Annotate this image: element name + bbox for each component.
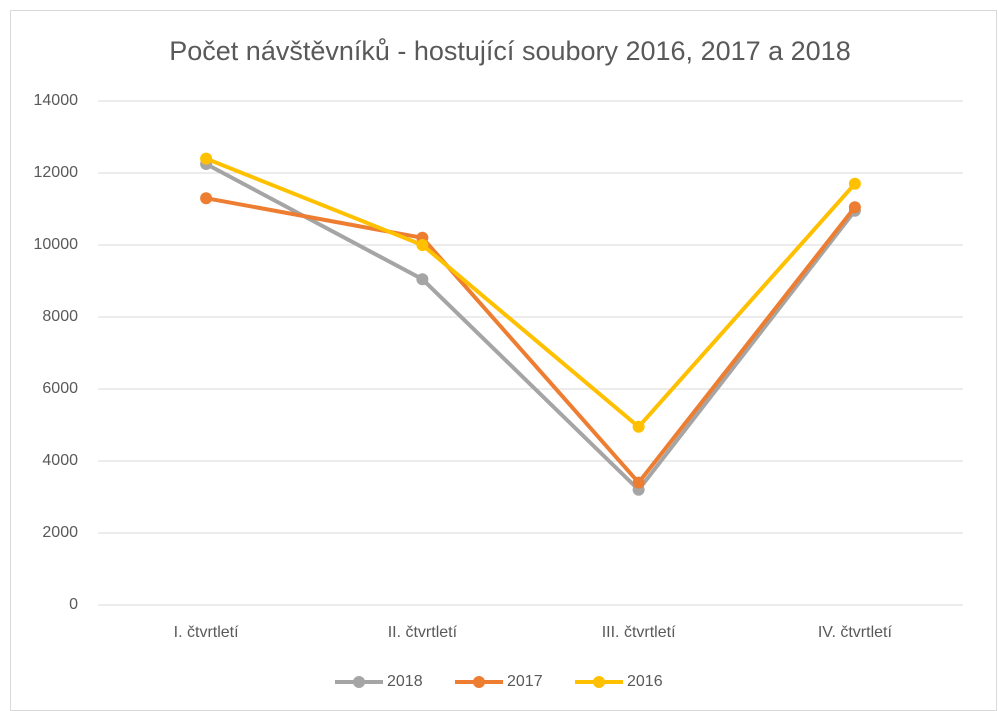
y-tick-label: 12000	[34, 164, 79, 181]
point	[632, 476, 645, 489]
point	[416, 239, 429, 251]
y-tick-label: 8000	[42, 308, 78, 325]
x-tick-label: III. čtvrtletí	[602, 624, 676, 641]
point	[848, 177, 861, 190]
legend-label: 2017	[507, 673, 543, 690]
legend-marker	[593, 676, 605, 688]
x-tick-label: II. čtvrtletí	[388, 624, 458, 641]
x-tick-label: IV. čtvrtletí	[818, 624, 893, 641]
point	[632, 420, 645, 433]
point	[200, 152, 213, 165]
y-tick-label: 10000	[34, 236, 79, 253]
series-line	[205, 196, 857, 485]
legend-marker	[473, 676, 485, 688]
chart-title: Počet návštěvníků - hostující soubory 20…	[169, 36, 850, 66]
y-tick-label: 4000	[42, 452, 78, 469]
legend-label: 2016	[627, 673, 663, 690]
point	[848, 201, 861, 214]
point	[416, 273, 429, 286]
legend-marker	[353, 676, 365, 688]
y-tick-label: 6000	[42, 380, 78, 397]
series-line	[205, 162, 857, 492]
y-tick-label: 0	[69, 596, 78, 613]
y-tick-label: 14000	[34, 92, 79, 109]
series-line	[205, 156, 857, 429]
legend-label: 2018	[387, 673, 423, 690]
y-tick-label: 2000	[42, 524, 78, 541]
x-tick-label: I. čtvrtletí	[174, 624, 239, 641]
point	[200, 192, 213, 205]
